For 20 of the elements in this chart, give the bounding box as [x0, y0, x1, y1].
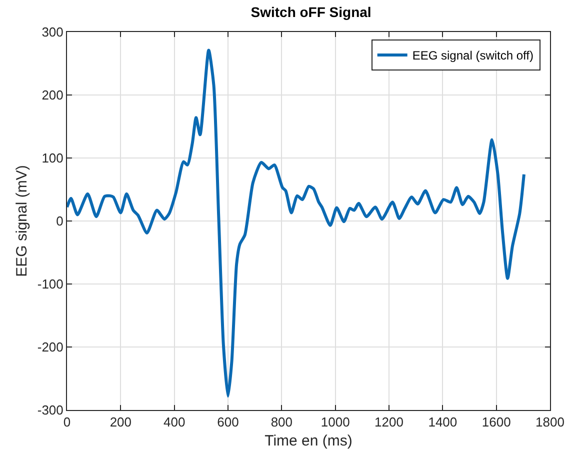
chart-title: Switch oFF Signal [250, 4, 372, 20]
x-axis-title: Time en (ms) [264, 432, 352, 450]
y-tick-label: -300 [37, 402, 64, 418]
x-tick-label: 200 [110, 414, 132, 430]
x-tick-label: 400 [163, 414, 186, 430]
x-tick-label: 1000 [320, 414, 350, 430]
y-axis-title: EEG signal (mV) [14, 165, 31, 277]
y-tick-label: 0 [56, 214, 64, 229]
y-tick-label: 200 [42, 88, 64, 103]
legend-label: EEG signal (switch off) [412, 48, 534, 63]
y-tick-label: 100 [42, 150, 64, 166]
x-tick-label: 800 [270, 414, 293, 430]
x-tick-label: 1200 [374, 414, 404, 430]
y-tick-label: -100 [37, 276, 64, 292]
x-tick-label: 1600 [482, 414, 511, 430]
y-tick-label: 300 [42, 24, 64, 40]
x-tick-label: 600 [217, 414, 239, 430]
x-tick-label: 1800 [536, 414, 564, 430]
y-tick-label: -200 [37, 340, 64, 355]
x-tick-label: 1400 [428, 414, 458, 430]
